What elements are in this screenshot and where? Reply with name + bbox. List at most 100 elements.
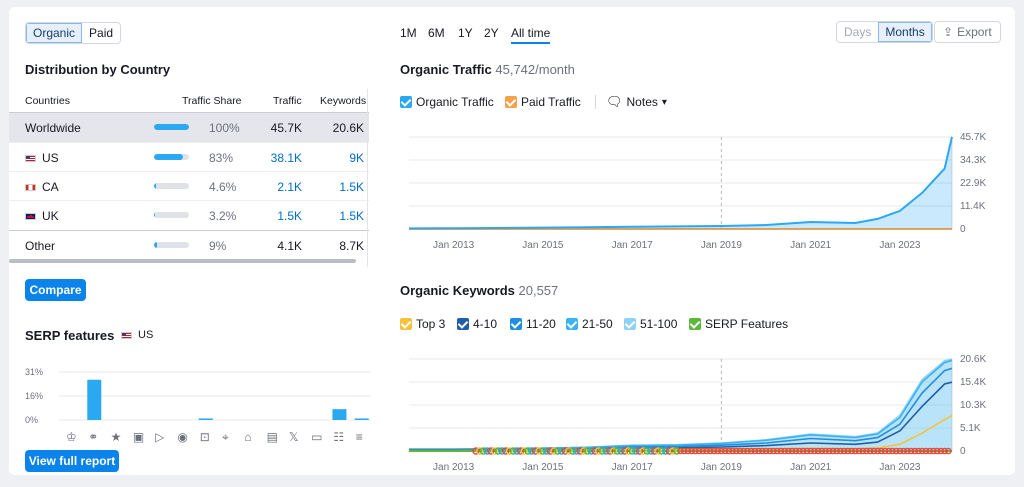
serp-feature-marker bbox=[833, 447, 841, 455]
serp-feature-marker bbox=[706, 447, 714, 455]
y-tick-label: 0 bbox=[960, 446, 966, 457]
serp-feature-marker bbox=[848, 447, 855, 455]
kw-legend-4-10[interactable]: 4-10 bbox=[457, 317, 497, 331]
serp-feature-marker bbox=[509, 447, 517, 455]
keywords-link[interactable]: 1.5K bbox=[339, 180, 364, 194]
keywords-value: 8.7K bbox=[339, 239, 364, 253]
months-tab[interactable]: Months bbox=[878, 22, 932, 42]
organic-tab[interactable]: Organic bbox=[26, 23, 83, 43]
y-tick-label: 0 bbox=[960, 224, 966, 235]
paid-tab[interactable]: Paid bbox=[89, 26, 114, 40]
serp-bar bbox=[332, 409, 347, 420]
checkbox-icon bbox=[400, 318, 412, 330]
serp-feature-marker bbox=[658, 447, 666, 455]
serp-features-title: SERP features bbox=[25, 328, 115, 343]
serp-feature-marker bbox=[773, 447, 781, 455]
crown-icon: ♔ bbox=[66, 430, 77, 444]
serp-feature-marker bbox=[602, 447, 610, 455]
table-row-worldwide[interactable]: Worldwide 100% 45.7K 20.6K bbox=[9, 113, 369, 142]
serp-feature-marker bbox=[915, 447, 922, 455]
traffic-legend-organic[interactable]: Organic Traffic bbox=[400, 95, 494, 109]
serp-feature-marker bbox=[770, 447, 777, 455]
serp-feature-marker bbox=[539, 447, 547, 455]
doc-icon: ▤ bbox=[267, 430, 278, 444]
col-traffic: Traffic bbox=[273, 95, 302, 107]
timeframe-all-time[interactable]: All time bbox=[511, 26, 551, 44]
distribution-title: Distribution by Country bbox=[25, 62, 171, 77]
distribution-table: Worldwide 100% 45.7K 20.6K US 83% 38.1K … bbox=[9, 112, 369, 260]
star-icon: ★ bbox=[111, 430, 122, 444]
timeframe-1m[interactable]: 1M bbox=[400, 26, 417, 40]
serp-feature-marker bbox=[591, 447, 599, 455]
x-tick-label: Jan 2015 bbox=[522, 240, 564, 251]
table-row-uk[interactable]: UK 3.2% 1.5K 1.5K bbox=[9, 200, 369, 229]
serp-feature-marker bbox=[557, 447, 566, 455]
organic-paid-toggle: Organic Paid bbox=[25, 22, 122, 44]
us-flag-icon bbox=[121, 331, 132, 339]
table-row-ca[interactable]: CA 4.6% 2.1K 1.5K bbox=[9, 171, 369, 200]
share-bar bbox=[154, 183, 189, 189]
x-tick-label: Jan 2013 bbox=[433, 462, 475, 473]
serp-feature-marker bbox=[632, 447, 640, 455]
serp-feature-marker bbox=[870, 447, 878, 455]
traffic-link[interactable]: 1.5K bbox=[277, 209, 302, 223]
timeframe-1y[interactable]: 1Y bbox=[458, 26, 473, 40]
serp-feature-marker bbox=[628, 447, 636, 455]
table-row-us[interactable]: US 83% 38.1K 9K bbox=[9, 142, 369, 171]
serp-feature-marker bbox=[900, 447, 907, 455]
kw-legend-11-20[interactable]: 11-20 bbox=[510, 317, 556, 331]
serp-feature-marker bbox=[714, 447, 721, 455]
serp-feature-marker bbox=[580, 447, 588, 455]
link-icon: ⚭ bbox=[88, 430, 98, 444]
y-tick-label: 22.9K bbox=[960, 178, 986, 189]
serp-feature-marker bbox=[606, 447, 614, 455]
checkbox-icon bbox=[510, 318, 522, 330]
serp-feature-marker bbox=[535, 447, 543, 455]
organic-traffic-value: 45,742/month bbox=[495, 62, 575, 77]
traffic-legend-paid[interactable]: Paid Traffic bbox=[505, 95, 581, 109]
organic-keywords-chart: 20.6K 15.4K 10.3K 5.1K 0 Jan 2013 Jan 2015 Jan … bbox=[409, 354, 986, 473]
notes-dropdown[interactable]: 🗨 Notes ▾ bbox=[606, 94, 667, 109]
view-full-report-button[interactable]: View full report bbox=[25, 450, 119, 472]
keywords-link[interactable]: 9K bbox=[349, 151, 364, 165]
horizontal-scrollbar[interactable] bbox=[9, 259, 356, 263]
serp-feature-marker bbox=[624, 447, 633, 455]
serp-feature-marker bbox=[859, 447, 867, 455]
serp-feature-marker bbox=[524, 447, 532, 455]
serp-feature-marker bbox=[852, 447, 859, 455]
serp-feature-marker bbox=[594, 447, 603, 455]
compare-button[interactable]: Compare bbox=[25, 279, 86, 301]
kw-legend-serp-features[interactable]: SERP Features bbox=[689, 317, 788, 331]
x-icon: 𝕏 bbox=[289, 430, 299, 444]
kw-legend-51-100[interactable]: 51-100 bbox=[624, 317, 677, 331]
divider bbox=[367, 89, 368, 267]
us-flag-icon bbox=[25, 155, 36, 163]
serp-feature-marker bbox=[840, 447, 848, 455]
kw-legend-21-50[interactable]: 21-50 bbox=[566, 317, 613, 331]
kw-legend-top3[interactable]: Top 3 bbox=[400, 317, 445, 331]
table-row-other[interactable]: Other 9% 4.1K 8.7K bbox=[9, 230, 369, 259]
serp-feature-marker bbox=[796, 447, 803, 455]
chevron-down-icon: ▾ bbox=[661, 96, 667, 108]
traffic-link[interactable]: 2.1K bbox=[277, 180, 302, 194]
serp-feature-marker bbox=[803, 447, 811, 455]
serp-feature-marker bbox=[807, 447, 814, 455]
serp-feature-marker bbox=[613, 447, 621, 455]
serp-bar bbox=[87, 379, 102, 420]
serp-feature-marker bbox=[878, 447, 885, 455]
days-tab[interactable]: Days bbox=[844, 25, 872, 39]
serp-feature-marker bbox=[650, 447, 659, 455]
serp-feature-marker bbox=[744, 447, 751, 455]
export-button[interactable]: ⇪ Export bbox=[934, 21, 1001, 43]
keywords-link[interactable]: 1.5K bbox=[339, 209, 364, 223]
y-tick-label: 20.6K bbox=[960, 354, 986, 365]
serp-feature-marker bbox=[643, 447, 651, 455]
serp-feature-marker bbox=[635, 447, 644, 455]
traffic-link[interactable]: 38.1K bbox=[270, 151, 302, 165]
timeframe-6m[interactable]: 6M bbox=[428, 26, 445, 40]
serp-feature-marker bbox=[472, 447, 480, 455]
timeframe-2y[interactable]: 2Y bbox=[484, 26, 499, 40]
serp-feature-marker bbox=[740, 447, 748, 455]
serp-feature-marker bbox=[695, 447, 703, 455]
serp-feature-marker bbox=[654, 447, 662, 455]
